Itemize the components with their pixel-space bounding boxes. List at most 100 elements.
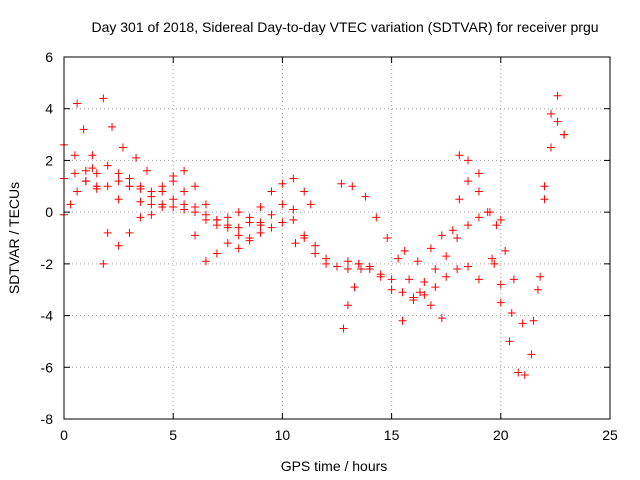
data-point — [394, 254, 403, 263]
y-axis-label: SDTVAR / TECUs — [6, 182, 22, 294]
x-tick-label: 10 — [275, 427, 291, 443]
data-point — [483, 208, 492, 217]
data-point — [496, 215, 505, 224]
data-point — [289, 205, 298, 214]
data-point — [289, 215, 298, 224]
data-point — [81, 177, 90, 186]
data-point — [132, 153, 141, 162]
data-point — [514, 368, 523, 377]
data-point — [278, 200, 287, 209]
data-point — [267, 210, 276, 219]
data-point — [118, 143, 127, 152]
data-point — [343, 301, 352, 310]
y-tick-label: 0 — [45, 204, 53, 220]
data-point — [426, 244, 435, 253]
data-point — [103, 228, 112, 237]
series-arc-l — [400, 177, 483, 266]
y-tick-label: -4 — [41, 308, 54, 324]
data-point — [223, 223, 232, 232]
data-point — [169, 202, 178, 211]
data-point — [147, 210, 156, 219]
data-point — [136, 184, 145, 193]
data-point — [125, 174, 134, 183]
data-point — [357, 265, 366, 274]
data-point — [505, 337, 514, 346]
data-point — [73, 99, 82, 108]
data-point — [169, 177, 178, 186]
data-point — [372, 213, 381, 222]
data-point — [464, 177, 473, 186]
data-point — [201, 200, 210, 209]
data-point — [387, 275, 396, 284]
data-point — [70, 169, 79, 178]
data-point — [533, 285, 542, 294]
data-point — [311, 241, 320, 250]
data-point — [245, 236, 254, 245]
data-point — [354, 259, 363, 268]
data-point — [488, 254, 497, 263]
data-point — [383, 234, 392, 242]
data-point — [223, 239, 232, 248]
data-point — [474, 187, 483, 196]
data-point — [527, 350, 536, 359]
data-point — [540, 195, 549, 204]
data-point — [256, 218, 265, 227]
data-point — [136, 197, 145, 206]
data-point — [81, 166, 90, 175]
data-point — [431, 283, 440, 292]
data-point — [234, 244, 243, 253]
data-point — [560, 130, 569, 139]
data-point — [520, 371, 529, 380]
data-point — [365, 262, 374, 271]
data-point — [553, 117, 562, 126]
data-point — [540, 182, 549, 191]
data-point — [306, 200, 315, 209]
data-point — [507, 308, 516, 317]
data-point — [339, 324, 348, 333]
x-axis-label: GPS time / hours — [281, 458, 388, 474]
series-arc-j — [337, 179, 446, 323]
data-point — [256, 228, 265, 237]
data-point — [409, 296, 418, 305]
data-point — [426, 301, 435, 310]
data-point — [474, 213, 483, 222]
data-point — [201, 215, 210, 224]
data-point — [455, 151, 464, 160]
data-point — [212, 221, 221, 230]
data-point — [158, 187, 167, 196]
data-point — [88, 151, 97, 160]
data-point — [490, 259, 499, 268]
data-point — [114, 169, 123, 178]
data-point — [114, 177, 123, 186]
series-arc-c — [60, 164, 97, 219]
data-point — [343, 257, 352, 266]
series-arc-g — [114, 177, 298, 250]
data-point — [442, 272, 451, 281]
x-tick-label: 20 — [493, 427, 509, 443]
data-point — [70, 151, 79, 160]
data-point — [553, 91, 562, 100]
data-point — [256, 202, 265, 211]
chart-title: Day 301 of 2018, Sidereal Day-to-day VTE… — [91, 19, 598, 35]
grid-lines — [64, 57, 610, 419]
data-point — [376, 272, 385, 281]
data-point — [66, 200, 75, 209]
data-point — [415, 288, 424, 297]
data-point — [99, 259, 108, 268]
data-point — [398, 288, 407, 297]
data-point — [387, 285, 396, 294]
data-point — [201, 257, 210, 266]
data-point — [474, 275, 483, 284]
data-point — [518, 319, 527, 328]
series-arc-a — [60, 169, 315, 232]
y-tick-label: 2 — [45, 152, 53, 168]
data-point — [234, 231, 243, 240]
y-ticks: -8 -6 -4 -2 0 2 4 6 — [41, 49, 610, 427]
y-tick-label: 4 — [45, 101, 53, 117]
data-point — [398, 316, 407, 325]
data-point — [453, 265, 462, 274]
series-arc-h — [291, 234, 396, 294]
data-point — [223, 213, 232, 222]
data-point — [180, 200, 189, 209]
